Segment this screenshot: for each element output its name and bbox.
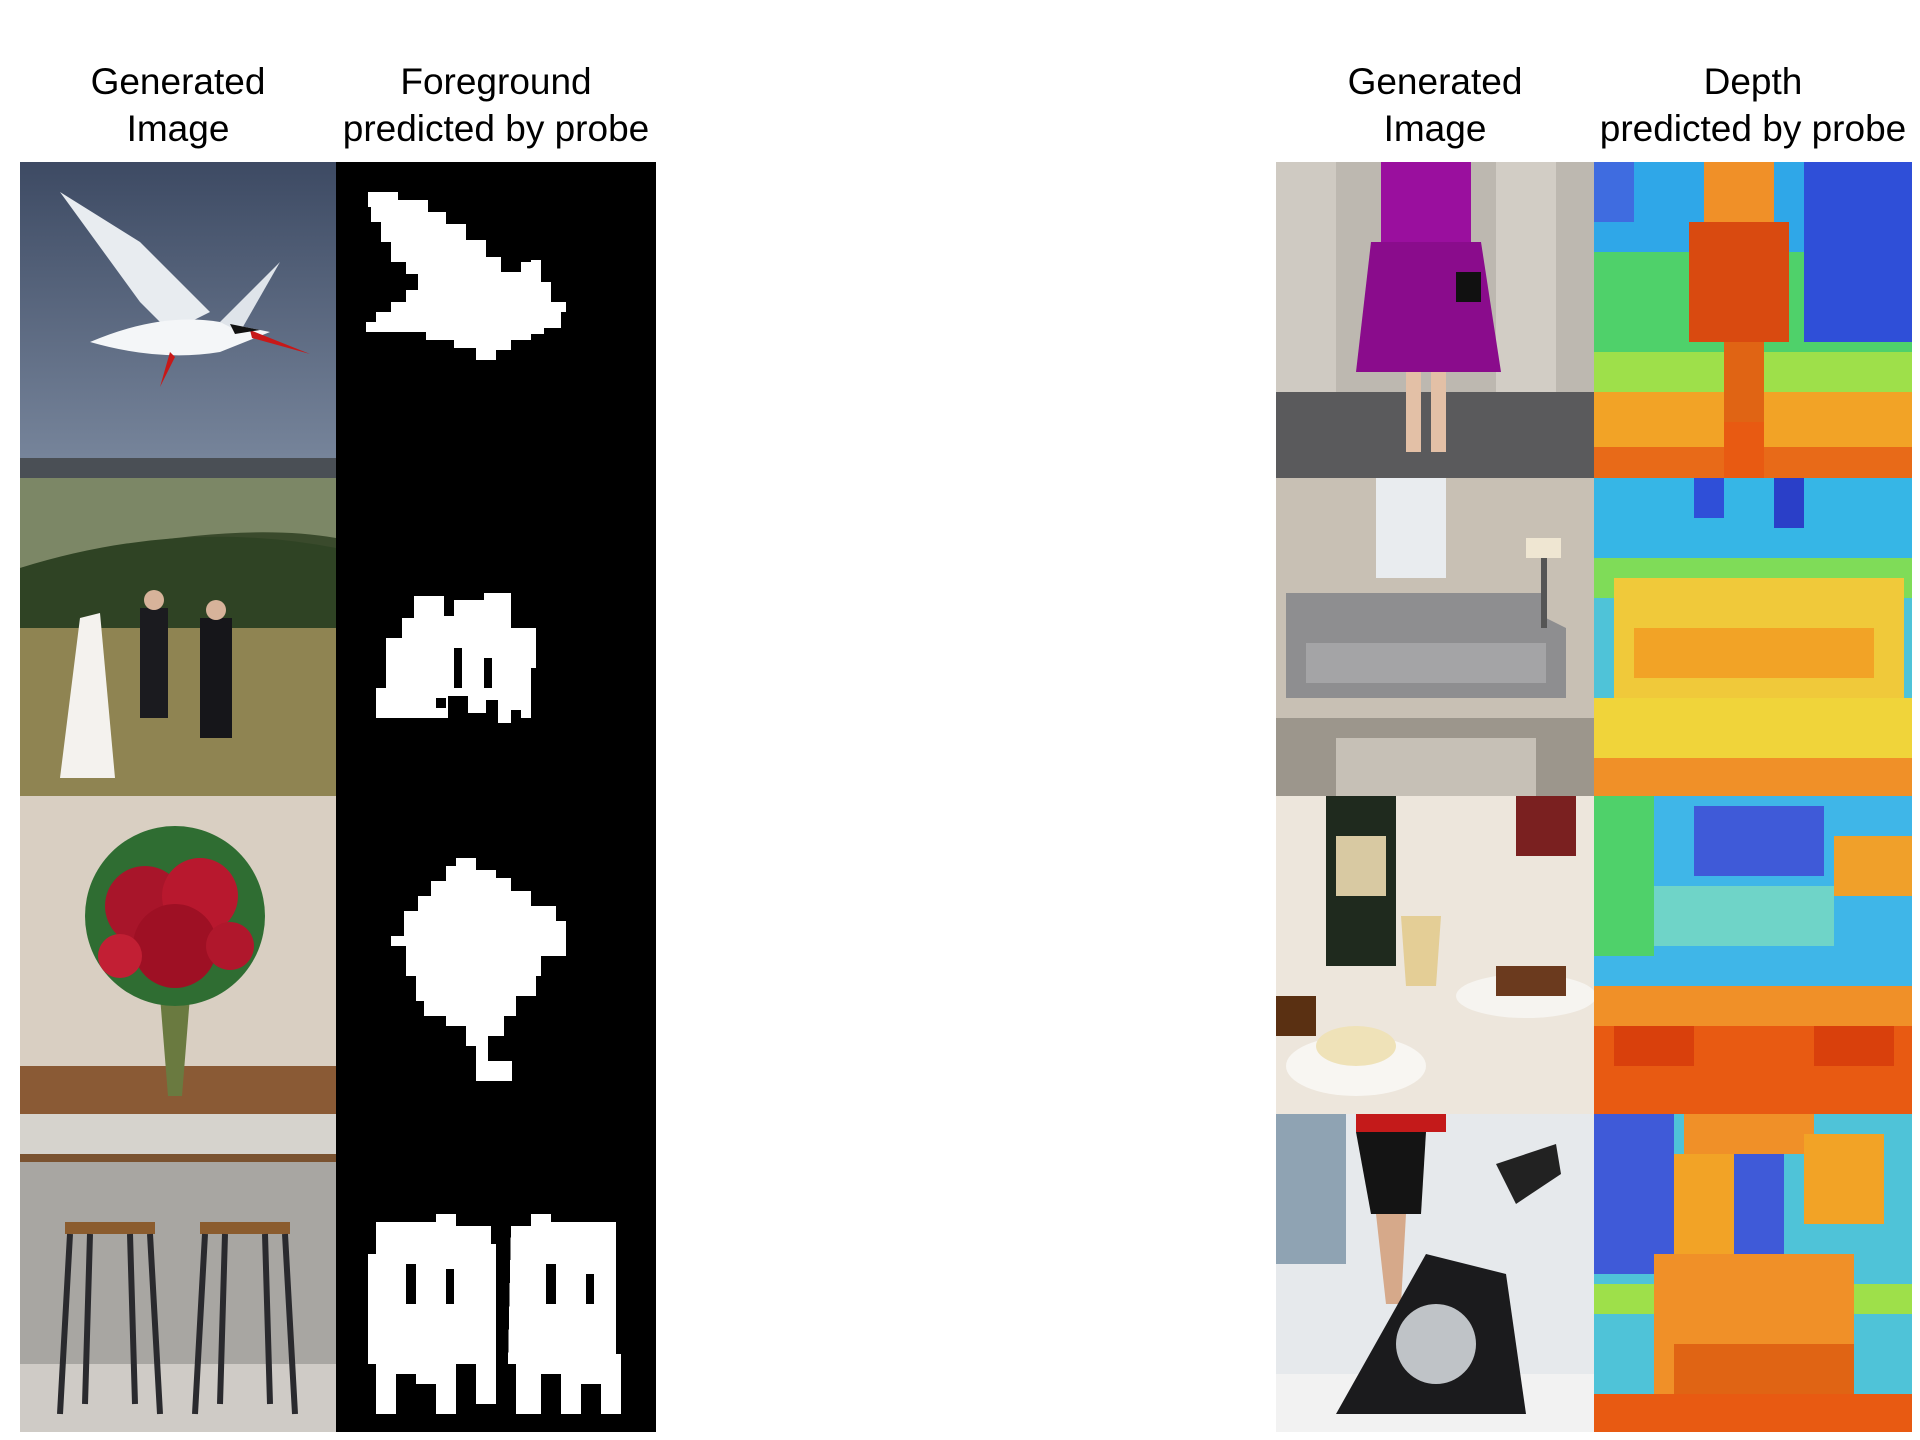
foreground-header-line2: predicted by probe <box>342 108 650 149</box>
red-rose-bouquet-photo <box>20 796 336 1114</box>
depth-heatmap-bike <box>1594 1114 1912 1432</box>
grey-sofa-living-room-photo <box>1276 478 1594 796</box>
depth-heatmap-woman <box>1594 162 1912 478</box>
champagne-afternoon-tea-photo <box>1276 796 1594 1114</box>
exercise-bike-photo <box>1276 1114 1594 1432</box>
people-foreground-mask <box>336 478 656 796</box>
depth-header-line2: predicted by probe <box>1599 108 1907 149</box>
depth-heatmap-sofa <box>1594 478 1912 796</box>
bouquet-foreground-mask <box>336 796 656 1114</box>
bird-foreground-mask <box>336 162 656 478</box>
left-image-header-line1: Generated <box>90 61 266 102</box>
flying-tern-photo <box>20 162 336 478</box>
right-image-header-line2: Image <box>1383 108 1487 149</box>
depth-column-header: Depth predicted by probe <box>1594 58 1912 152</box>
right-image-column-header: Generated Image <box>1276 58 1594 152</box>
depth-heatmap-tea <box>1594 796 1912 1114</box>
foreground-header-line1: Foreground <box>400 61 592 102</box>
stools-foreground-mask <box>336 1114 656 1432</box>
wedding-couple-hillside-photo <box>20 478 336 796</box>
bar-stools-kitchen-photo <box>20 1114 336 1432</box>
depth-header-line1: Depth <box>1703 61 1803 102</box>
left-image-column-header: Generated Image <box>20 58 336 152</box>
woman-purple-dress-photo <box>1276 162 1594 478</box>
left-image-header-line2: Image <box>126 108 230 149</box>
foreground-column-header: Foreground predicted by probe <box>336 58 656 152</box>
right-image-header-line1: Generated <box>1347 61 1523 102</box>
